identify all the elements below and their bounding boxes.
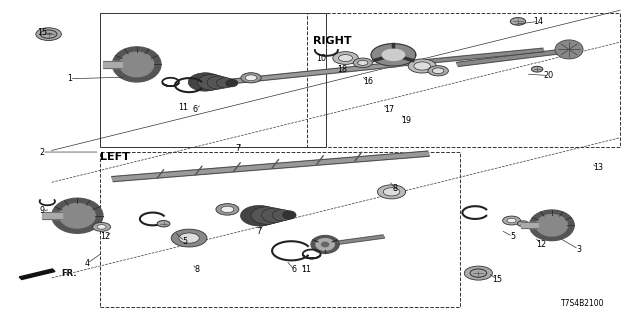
Polygon shape <box>456 50 561 67</box>
Polygon shape <box>42 212 62 219</box>
Circle shape <box>40 30 57 38</box>
Ellipse shape <box>321 242 328 247</box>
Ellipse shape <box>60 204 95 228</box>
Circle shape <box>414 62 431 70</box>
Circle shape <box>433 68 444 74</box>
Circle shape <box>510 18 525 25</box>
Circle shape <box>470 269 486 277</box>
Polygon shape <box>19 269 55 279</box>
Ellipse shape <box>207 76 230 89</box>
Text: 11: 11 <box>301 265 311 275</box>
Text: 8: 8 <box>195 265 199 275</box>
Text: 19: 19 <box>401 116 412 125</box>
Text: 17: 17 <box>384 105 394 114</box>
Ellipse shape <box>316 239 334 250</box>
Circle shape <box>221 206 234 212</box>
Text: 18: 18 <box>337 65 348 74</box>
Text: 12: 12 <box>536 240 547 249</box>
Circle shape <box>157 220 170 227</box>
Ellipse shape <box>272 209 292 221</box>
Ellipse shape <box>226 79 238 87</box>
Bar <box>307 13 620 147</box>
Circle shape <box>42 31 55 37</box>
Ellipse shape <box>262 208 287 223</box>
Text: 4: 4 <box>84 259 90 268</box>
Polygon shape <box>371 44 416 66</box>
Circle shape <box>428 66 449 76</box>
Text: 14: 14 <box>533 17 543 26</box>
Ellipse shape <box>529 210 574 241</box>
Text: 16: 16 <box>363 77 373 86</box>
Ellipse shape <box>311 236 339 253</box>
Bar <box>100 13 326 147</box>
Ellipse shape <box>251 207 283 224</box>
Polygon shape <box>111 151 429 182</box>
Text: 6: 6 <box>292 265 297 275</box>
Circle shape <box>179 233 199 243</box>
Text: 12: 12 <box>100 232 110 241</box>
Ellipse shape <box>216 78 234 88</box>
Circle shape <box>465 266 492 280</box>
Text: LEFT: LEFT <box>100 152 129 162</box>
Text: 13: 13 <box>593 164 603 172</box>
Circle shape <box>383 188 400 196</box>
Text: 10: 10 <box>316 53 326 62</box>
Text: FR.: FR. <box>61 269 77 278</box>
Circle shape <box>333 52 358 64</box>
Circle shape <box>339 54 353 61</box>
Circle shape <box>408 59 436 73</box>
Circle shape <box>531 66 543 72</box>
Text: 11: 11 <box>179 103 188 112</box>
Text: 5: 5 <box>510 232 515 241</box>
Polygon shape <box>382 49 404 60</box>
Text: 6: 6 <box>193 105 198 114</box>
Circle shape <box>241 73 261 83</box>
Circle shape <box>353 58 372 68</box>
Text: 15: 15 <box>37 28 47 37</box>
Circle shape <box>172 229 207 247</box>
Circle shape <box>502 216 520 225</box>
Circle shape <box>97 225 106 229</box>
Text: 7: 7 <box>257 227 262 236</box>
Text: 15: 15 <box>492 275 502 284</box>
Text: 2: 2 <box>40 148 45 156</box>
Text: RIGHT: RIGHT <box>314 36 352 45</box>
Bar <box>100 152 461 307</box>
Text: 7: 7 <box>236 144 241 153</box>
Ellipse shape <box>283 211 296 219</box>
Circle shape <box>507 218 516 223</box>
Circle shape <box>216 204 239 215</box>
Circle shape <box>470 269 486 277</box>
Text: 3: 3 <box>576 245 581 254</box>
Polygon shape <box>324 235 385 246</box>
Ellipse shape <box>198 74 226 90</box>
Circle shape <box>517 221 529 227</box>
Polygon shape <box>195 62 397 87</box>
Text: 1: 1 <box>67 74 72 83</box>
Text: 8: 8 <box>393 184 398 193</box>
Ellipse shape <box>52 198 103 233</box>
Ellipse shape <box>536 215 568 236</box>
Polygon shape <box>103 61 122 68</box>
Circle shape <box>36 28 61 41</box>
Circle shape <box>358 60 368 65</box>
Polygon shape <box>520 222 538 228</box>
Polygon shape <box>396 48 544 66</box>
Text: T7S4B2100: T7S4B2100 <box>561 299 604 308</box>
Circle shape <box>93 222 111 231</box>
Ellipse shape <box>188 73 222 91</box>
Circle shape <box>245 75 257 81</box>
Ellipse shape <box>113 47 161 82</box>
Ellipse shape <box>241 205 278 226</box>
Ellipse shape <box>555 40 583 59</box>
Ellipse shape <box>120 52 154 77</box>
Text: 9: 9 <box>40 206 45 215</box>
Text: 5: 5 <box>182 237 187 246</box>
Circle shape <box>378 185 406 199</box>
Text: 20: 20 <box>543 71 554 80</box>
